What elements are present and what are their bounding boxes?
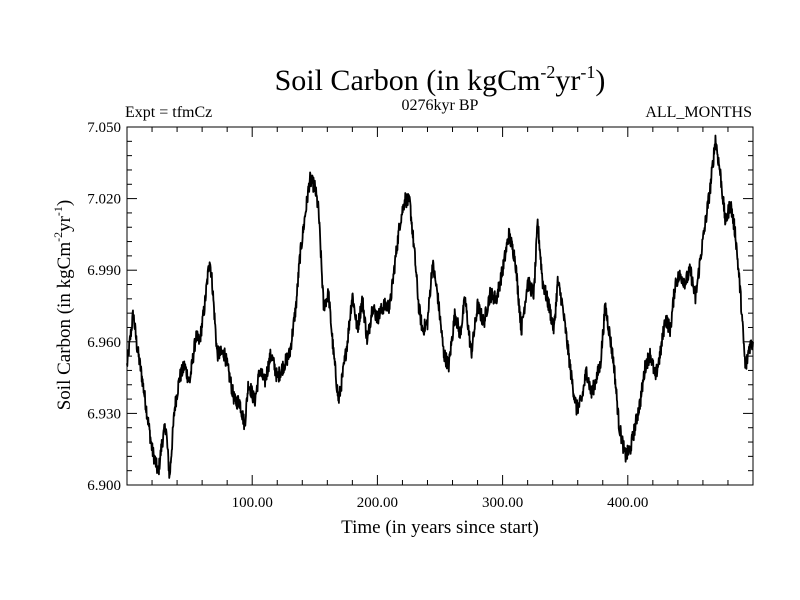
y-tick-label: 6.930 xyxy=(87,406,121,422)
x-tick-label: 400.00 xyxy=(607,495,648,511)
subtitle-months: ALL_MONTHS xyxy=(645,104,752,121)
chart-title: Soil Carbon (in kgCm-2yr-1) xyxy=(275,62,606,97)
y-tick-label: 6.960 xyxy=(87,335,121,351)
plot-frame xyxy=(126,126,754,486)
axis-tick-labels: 100.00 200.00 300.00 400.00 6.900 6.930 6.960 6… xyxy=(87,120,648,511)
x-tick-label: 200.00 xyxy=(357,495,398,511)
series-line-soil-carbon xyxy=(126,134,754,479)
y-tick-label: 6.990 xyxy=(87,263,121,279)
y-tick-label: 7.050 xyxy=(87,120,121,136)
y-tick-label: 6.900 xyxy=(87,478,121,494)
x-tick-label: 300.00 xyxy=(482,495,523,511)
subtitle-period: 0276kyr BP xyxy=(402,97,479,114)
y-tick-label: 7.020 xyxy=(87,192,121,208)
subtitle-experiment: Expt = tfmCz xyxy=(125,104,212,121)
x-axis-label: Time (in years since start) xyxy=(341,517,539,538)
x-tick-label: 100.00 xyxy=(232,495,273,511)
y-axis-label: Soil Carbon (in kgCm-2yr-1) xyxy=(51,200,75,411)
